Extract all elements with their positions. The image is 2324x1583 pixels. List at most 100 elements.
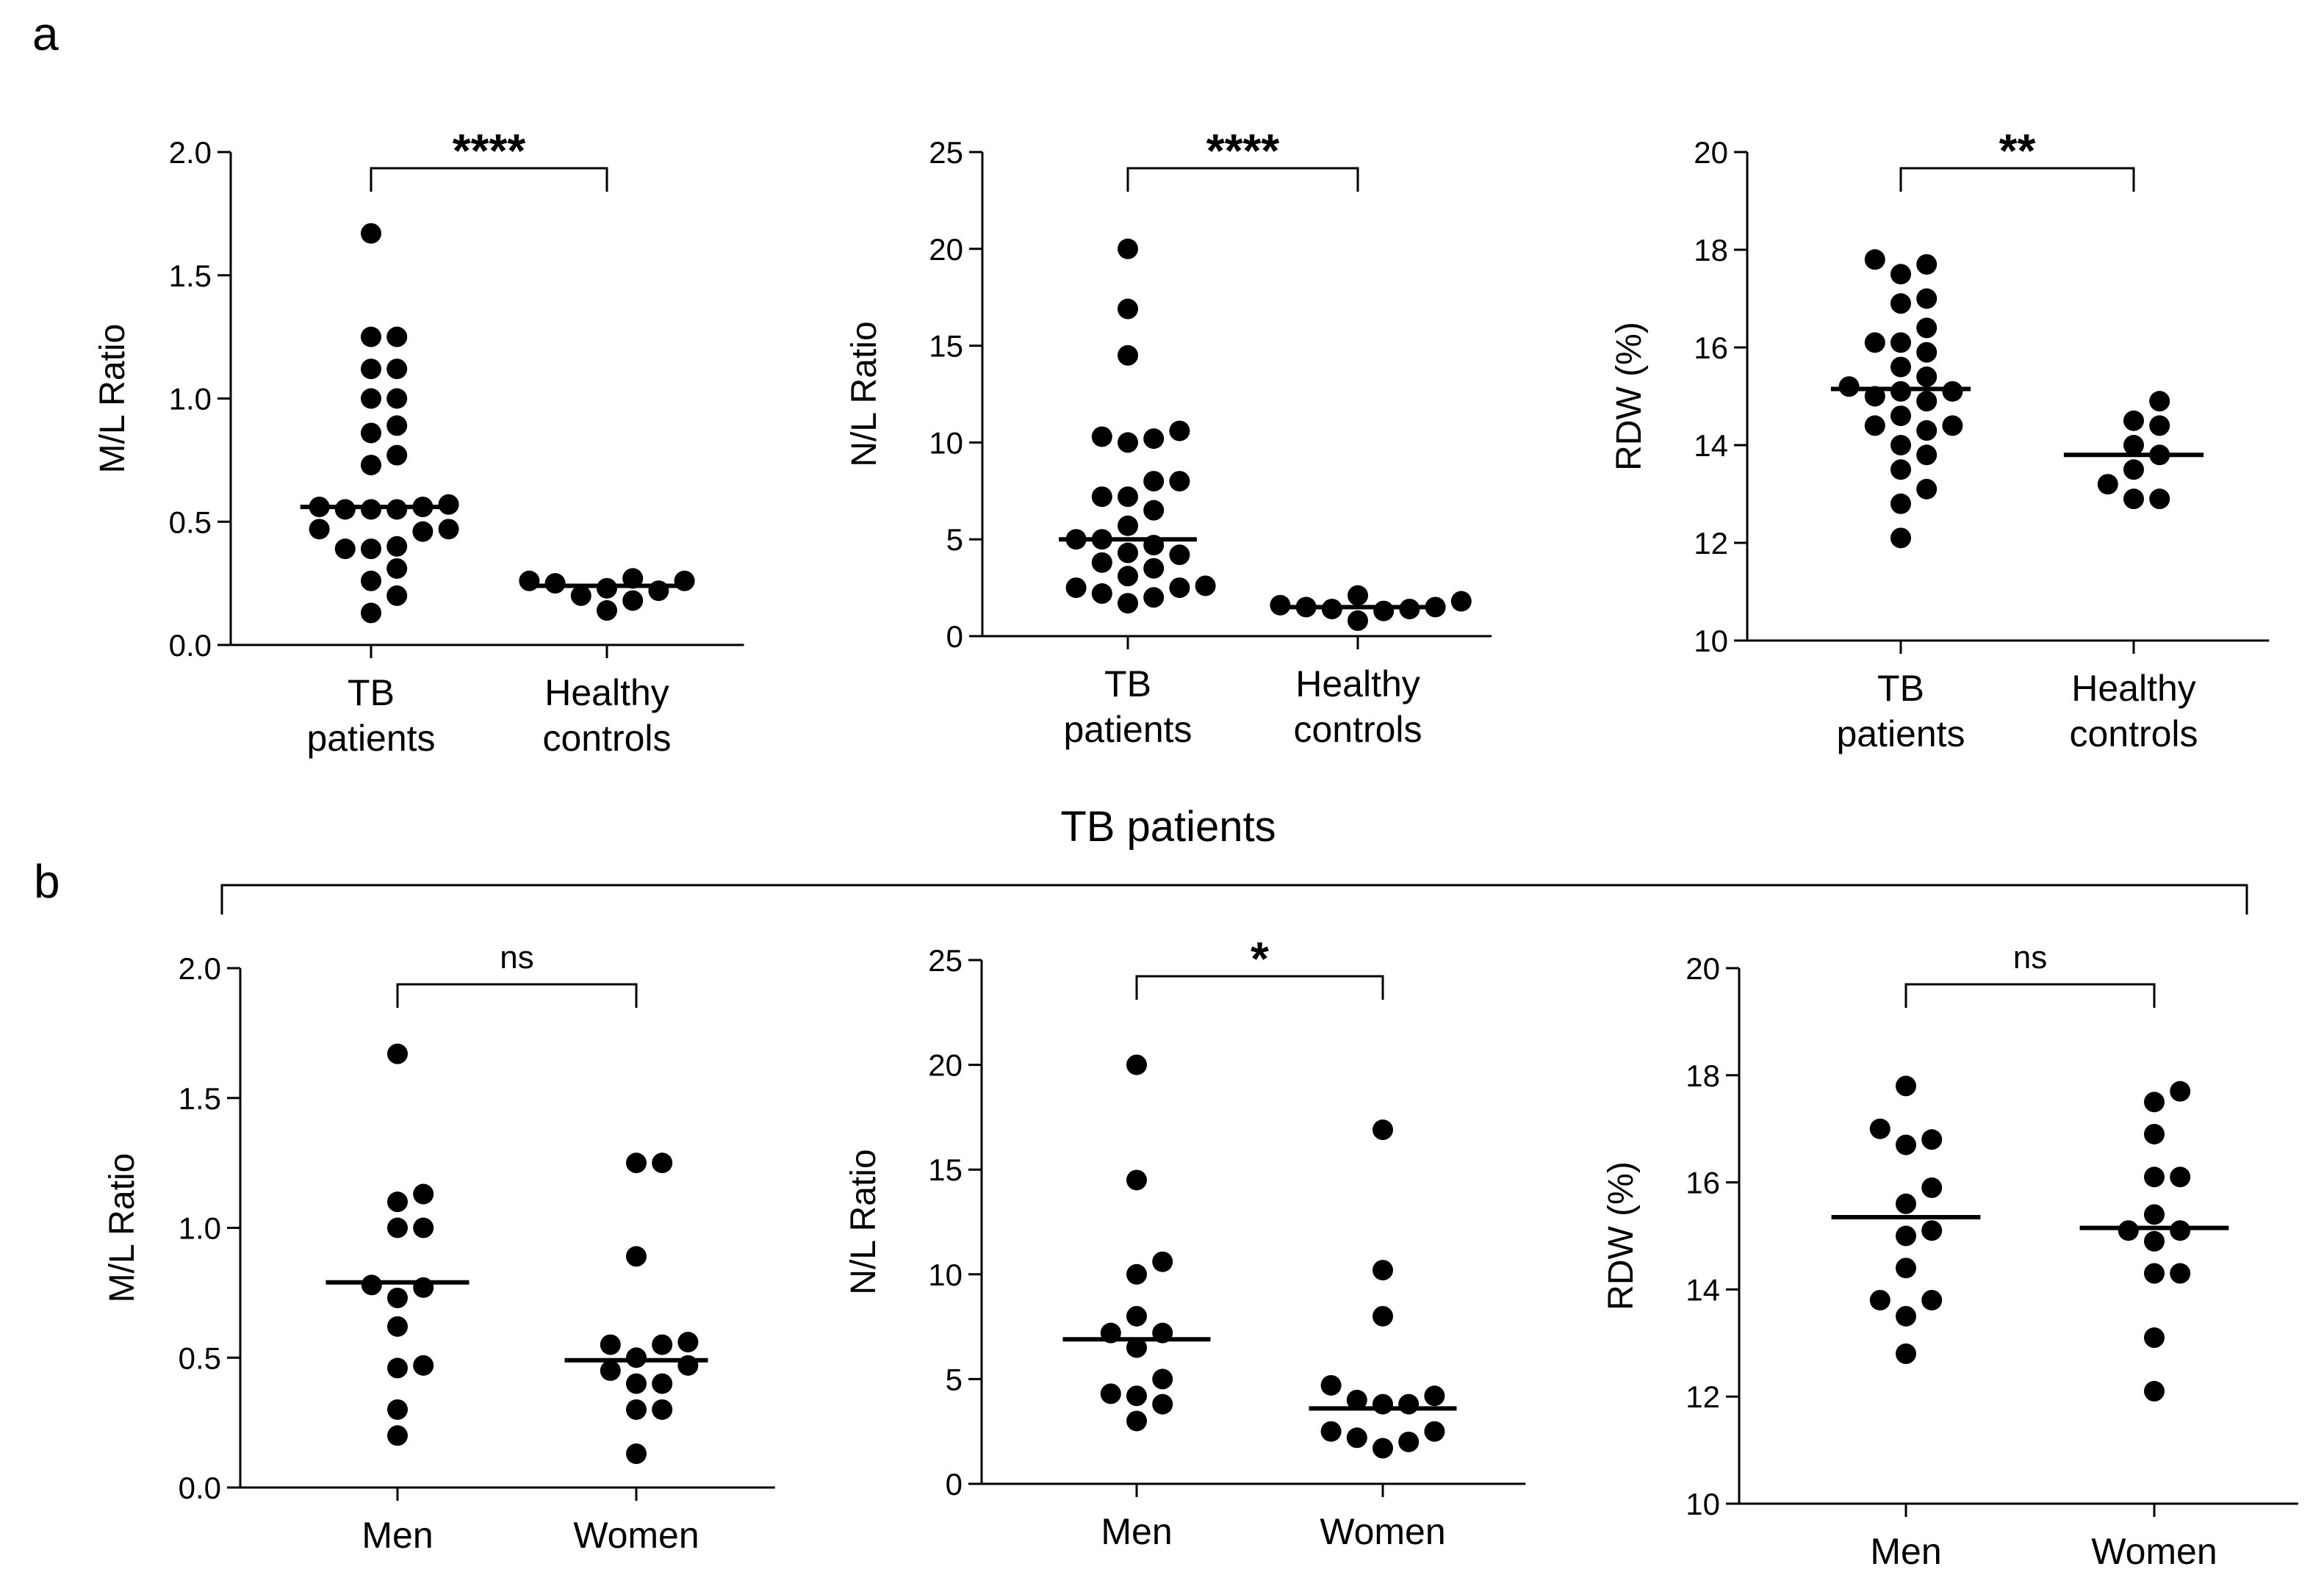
data-point [1916, 391, 1938, 412]
y-tick-label: 16 [1694, 331, 1728, 365]
data-point [652, 1373, 673, 1394]
y-tick-label: 5 [946, 522, 963, 557]
y-tick-label: 5 [946, 1362, 963, 1396]
data-point [1916, 444, 1938, 466]
data-point [1896, 1193, 1916, 1214]
data-point [1891, 264, 1911, 285]
data-point [1118, 486, 1138, 508]
data-point [1126, 1305, 1147, 1327]
data-point [1891, 293, 1911, 314]
data-point [2144, 1123, 2165, 1144]
data-point [626, 1347, 647, 1369]
y-tick-label: 20 [928, 1048, 963, 1083]
data-point [1091, 552, 1112, 573]
significance-bracket [1899, 167, 2135, 192]
data-point [413, 1217, 434, 1238]
data-point [1942, 381, 1963, 402]
data-point [386, 499, 408, 520]
x-tick-label: Healthy controls [1293, 663, 1422, 750]
data-point [361, 223, 381, 244]
data-point [1195, 575, 1216, 596]
data-point [387, 1287, 408, 1308]
significance-bracket [1126, 167, 1359, 192]
significance-label: **** [1206, 124, 1280, 177]
chart-a3: 10 12 14 16 18 20 RDW (%) TB patients Healthy cont… [1610, 124, 2270, 754]
data-point [2123, 488, 2144, 510]
data-point [652, 1399, 673, 1420]
data-point [1118, 432, 1138, 453]
data-point [652, 1153, 673, 1174]
x-tick-label: Men [1870, 1531, 1941, 1572]
y-tick-label: 15 [928, 1153, 963, 1187]
data-point [361, 602, 381, 624]
data-point [1921, 1129, 1943, 1150]
data-point [626, 1246, 647, 1267]
data-point [1346, 1427, 1367, 1449]
group-title: TB patients [1060, 803, 1276, 851]
data-point [626, 1153, 647, 1174]
data-point [334, 499, 356, 520]
panel-label-a: a [32, 7, 59, 60]
x-tick-label: Healthy controls [542, 672, 671, 759]
data-point [1126, 1263, 1147, 1285]
data-point [2123, 435, 2144, 455]
data-point [2149, 415, 2170, 436]
data-point [597, 577, 617, 599]
data-point [361, 570, 381, 591]
data-point [386, 415, 408, 436]
data-point [2170, 1081, 2191, 1102]
data-point [361, 422, 381, 444]
chart-b3: 10 12 14 16 18 20 RDW (%) Men Women ns [1602, 940, 2298, 1572]
data-point [648, 580, 669, 602]
data-point [1126, 1054, 1147, 1075]
data-point [1065, 577, 1087, 599]
data-point [413, 1183, 434, 1205]
data-point [2144, 1230, 2165, 1252]
significance-bracket [370, 167, 608, 192]
y-tick-label: 1.5 [179, 1081, 221, 1116]
data-point [387, 1399, 408, 1420]
data-point [1152, 1369, 1173, 1390]
data-point [1891, 459, 1911, 480]
data-point [1891, 332, 1911, 353]
data-point [1126, 1337, 1147, 1358]
x-tick-label: TB patients [306, 672, 435, 759]
x-tick-label: TB patients [1836, 668, 1965, 754]
data-point [1896, 1343, 1916, 1364]
data-point [1896, 1134, 1916, 1155]
data-point [1838, 376, 1860, 397]
x-tick-label: Women [1320, 1511, 1445, 1552]
data-point [1373, 600, 1395, 621]
y-tick-label: 18 [1694, 233, 1728, 267]
data-point [570, 585, 591, 606]
significance-bracket [1904, 983, 2156, 1008]
data-point [361, 358, 381, 380]
data-point [1896, 1305, 1916, 1327]
data-point [1126, 1169, 1147, 1191]
data-point [386, 326, 408, 347]
data-point [1270, 594, 1291, 616]
data-point [1869, 1118, 1891, 1139]
data-point [2149, 488, 2170, 510]
data-point [1916, 342, 1938, 363]
y-tick-label: 25 [929, 135, 963, 170]
data-point [387, 1425, 408, 1446]
data-point [1091, 426, 1112, 447]
y-tick-label: 16 [1686, 1166, 1720, 1200]
y-tick-label: 2.0 [179, 951, 221, 986]
data-point [413, 1355, 434, 1376]
data-point [652, 1334, 673, 1355]
data-point [1348, 585, 1368, 606]
data-point [2144, 1092, 2165, 1113]
data-point [1143, 471, 1165, 492]
y-tick-label: 20 [929, 232, 963, 267]
y-tick-label: 2.0 [169, 135, 212, 170]
data-point [1891, 405, 1911, 427]
y-tick-label: 14 [1686, 1272, 1720, 1307]
data-point [2144, 1166, 2165, 1188]
data-point [438, 519, 459, 540]
data-point [1921, 1220, 1943, 1241]
y-axis-title: N/L Ratio [845, 321, 884, 466]
y-tick-label: 15 [929, 329, 963, 364]
data-point [386, 388, 408, 409]
